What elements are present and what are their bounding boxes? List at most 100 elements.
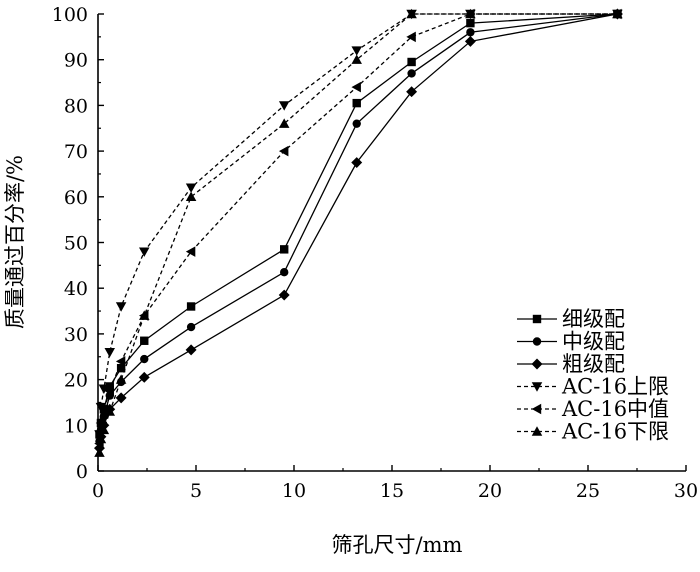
data-point <box>139 310 150 320</box>
data-point <box>104 385 114 397</box>
series-3 <box>94 8 623 454</box>
data-point <box>115 374 127 384</box>
legend-entry-3: 粗级配 <box>517 352 625 376</box>
data-point <box>95 433 107 444</box>
legend-marker <box>532 337 542 346</box>
series-layer <box>94 8 623 457</box>
data-point <box>612 8 623 19</box>
y-tick-label: 20 <box>64 370 88 392</box>
legend-marker <box>531 426 543 436</box>
y-tick-label: 40 <box>64 278 88 300</box>
data-point <box>105 382 114 391</box>
data-point <box>278 289 290 301</box>
series-5 <box>94 8 622 449</box>
legend-label: AC-16上限 <box>561 375 669 399</box>
data-point <box>466 28 475 37</box>
data-point <box>94 447 105 457</box>
series-line <box>98 13 618 442</box>
legend-marker <box>532 314 542 324</box>
data-point <box>95 417 106 429</box>
legend-label: 粗级配 <box>562 352 625 376</box>
data-point <box>351 81 361 93</box>
data-point <box>115 392 127 404</box>
series-2 <box>95 9 622 446</box>
data-point <box>278 145 289 157</box>
x-tick-label: 15 <box>380 480 404 502</box>
y-tick-label: 30 <box>64 324 88 346</box>
data-point <box>185 246 196 257</box>
legend-label: AC-16中值 <box>561 397 669 421</box>
axes: 0 5 10 15 20 25 30 0 10 20 30 40 50 60 70 80 90 100 <box>52 4 698 502</box>
series-6 <box>94 8 623 457</box>
data-point <box>406 86 418 98</box>
legend-marker <box>531 382 543 392</box>
data-point <box>115 356 126 367</box>
data-point <box>406 31 416 43</box>
x-tick-label: 30 <box>674 480 698 502</box>
data-point <box>138 371 150 383</box>
data-point <box>351 54 362 64</box>
series-4 <box>94 9 623 440</box>
data-point <box>278 118 290 128</box>
legend-label: 细级配 <box>562 307 625 331</box>
legend-label: AC-16下限 <box>561 420 669 444</box>
legend-entry-5: AC-16中值 <box>517 397 669 421</box>
data-point <box>185 344 197 356</box>
x-tick-label: 5 <box>190 480 202 502</box>
data-point <box>185 191 197 201</box>
y-tick-label: 10 <box>64 415 88 437</box>
data-point <box>95 402 107 413</box>
data-point <box>464 35 476 47</box>
legend-entry-1: 细级配 <box>517 307 625 331</box>
data-point <box>140 354 149 364</box>
data-point <box>465 8 476 19</box>
data-point <box>407 57 416 67</box>
data-point <box>280 245 289 254</box>
series-line <box>98 13 618 435</box>
data-point <box>186 302 196 311</box>
data-point <box>186 322 196 332</box>
data-point <box>352 119 361 128</box>
legend-marker <box>531 403 542 415</box>
data-point <box>98 424 110 435</box>
data-point <box>278 101 290 111</box>
x-tick-label: 0 <box>92 480 104 502</box>
y-tick-label: 100 <box>52 4 88 26</box>
data-point <box>466 18 475 28</box>
data-point <box>104 347 116 358</box>
data-point <box>351 46 362 56</box>
data-point <box>115 302 127 312</box>
data-point <box>104 406 116 416</box>
data-point <box>280 268 289 277</box>
series-line <box>98 13 618 435</box>
y-tick-label: 90 <box>64 50 88 72</box>
legend-entry-4: AC-16上限 <box>517 375 669 399</box>
data-point <box>139 247 150 257</box>
data-point <box>407 69 416 78</box>
series-1 <box>95 9 622 439</box>
data-point <box>351 157 363 168</box>
y-tick-label: 70 <box>64 141 88 163</box>
data-point <box>406 8 417 19</box>
data-point <box>140 336 149 345</box>
legend-entry-6: AC-16下限 <box>517 420 669 444</box>
legend-marker <box>531 358 543 370</box>
legend-entry-2: 中级配 <box>517 330 625 354</box>
series-line <box>98 13 618 444</box>
data-point <box>352 98 361 108</box>
data-point <box>185 183 197 193</box>
y-tick-label: 80 <box>64 95 88 117</box>
data-point <box>116 363 126 373</box>
y-axis-title: 质量通过百分率/% <box>3 155 27 329</box>
x-tick-label: 20 <box>478 480 502 502</box>
x-axis-title: 筛孔尺寸/mm <box>332 533 463 557</box>
x-tick-label: 25 <box>576 480 600 502</box>
data-point <box>98 404 109 415</box>
y-tick-label: 0 <box>76 461 88 483</box>
y-tick-label: 60 <box>64 187 88 209</box>
data-point <box>98 384 110 394</box>
y-tick-label: 50 <box>64 233 88 255</box>
legend-label: 中级配 <box>562 330 625 354</box>
